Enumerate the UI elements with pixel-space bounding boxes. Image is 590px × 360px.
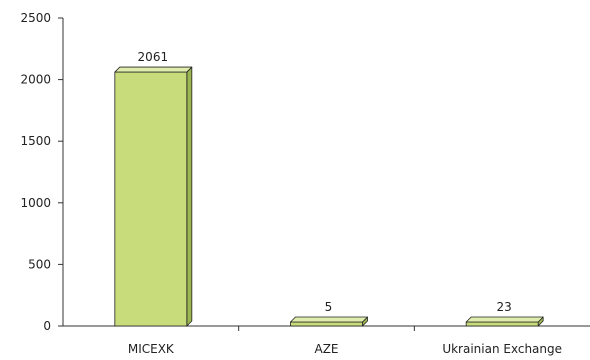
y-tick-label: 500 (28, 257, 51, 271)
data-label: 23 (497, 300, 512, 314)
y-tick-label: 0 (43, 319, 51, 333)
bar-top (290, 316, 368, 323)
bar-top (114, 66, 193, 73)
bar-front (114, 71, 188, 327)
bar-front (290, 321, 363, 327)
x-category-label: MICEXK (128, 342, 175, 356)
y-tick-label: 1000 (20, 196, 51, 210)
y-tick-label: 2000 (20, 73, 51, 87)
data-label: 2061 (138, 50, 169, 64)
bar-aze (290, 316, 368, 327)
data-labels: 2061 5 23 (138, 50, 512, 314)
bar-ukrainian-exchange (465, 316, 544, 327)
bar-front (465, 321, 539, 327)
data-label: 5 (325, 300, 333, 314)
x-category-label: AZE (314, 342, 338, 356)
bar-top (465, 316, 544, 323)
x-axis: MICEXK AZE Ukrainian Exchange (63, 325, 590, 356)
y-tick-label: 1500 (20, 134, 51, 148)
x-category-label: Ukrainian Exchange (442, 342, 562, 356)
y-tick-label: 2500 (20, 11, 51, 25)
bar-side (186, 66, 193, 327)
bar-micexk (114, 66, 193, 327)
bars (114, 66, 544, 327)
y-axis: 0 500 1000 1500 2000 2500 (20, 11, 64, 333)
